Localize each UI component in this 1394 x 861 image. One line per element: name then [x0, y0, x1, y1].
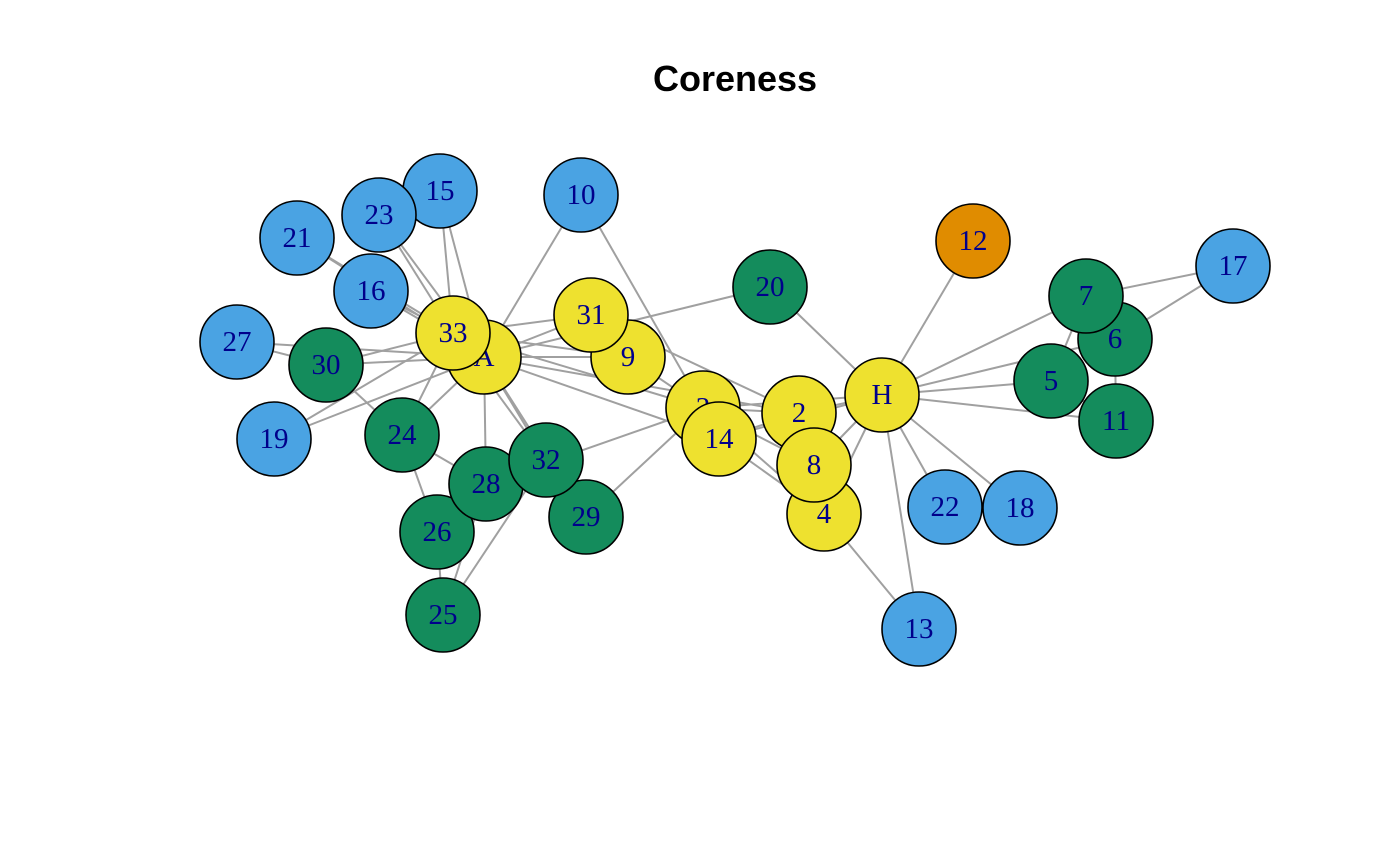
- node-circle-H: [844, 357, 920, 433]
- edge-H-11: [881, 394, 1117, 422]
- node-H: H: [844, 357, 920, 433]
- node-label-28: 28: [472, 468, 501, 500]
- node-29: 29: [548, 479, 624, 555]
- node-15: 15: [402, 153, 478, 229]
- node-28: 28: [448, 446, 524, 522]
- node-label-4: 4: [817, 498, 832, 530]
- node-19: 19: [236, 401, 312, 477]
- node-label-16: 16: [357, 275, 386, 307]
- node-circle-10: [543, 157, 619, 233]
- node-label-20: 20: [756, 271, 785, 303]
- node-circle-11: [1078, 383, 1154, 459]
- node-circle-31: [553, 277, 629, 353]
- node-label-33: 33: [439, 317, 468, 349]
- node-25: 25: [405, 577, 481, 653]
- node-circle-13: [881, 591, 957, 667]
- edge-3-10: [580, 194, 704, 409]
- node-26: 26: [399, 494, 475, 570]
- node-label-11: 11: [1102, 405, 1130, 437]
- node-label-19: 19: [260, 423, 289, 455]
- node-5: 5: [1013, 343, 1089, 419]
- node-label-13: 13: [905, 613, 934, 645]
- node-label-24: 24: [388, 419, 418, 451]
- node-circle-32: [508, 422, 584, 498]
- node-label-26: 26: [423, 516, 452, 548]
- node-27: 27: [199, 304, 275, 380]
- edge-H-6: [881, 338, 1116, 396]
- node-30: 30: [288, 327, 364, 403]
- node-13: 13: [881, 591, 957, 667]
- node-label-2: 2: [792, 397, 807, 429]
- node-label-14: 14: [705, 423, 735, 455]
- node-20: 20: [732, 249, 808, 325]
- node-circle-21: [259, 200, 335, 276]
- node-8: 8: [776, 427, 852, 503]
- node-label-12: 12: [959, 225, 988, 257]
- node-label-27: 27: [223, 326, 252, 358]
- node-label-29: 29: [572, 501, 601, 533]
- node-circle-33: [415, 295, 491, 371]
- node-circle-16: [333, 253, 409, 329]
- node-24: 24: [364, 397, 440, 473]
- node-label-5: 5: [1044, 365, 1059, 397]
- node-circle-26: [399, 494, 475, 570]
- nodes-layer: A234567891011121314151617181920212223242…: [199, 153, 1271, 667]
- node-label-32: 32: [532, 444, 561, 476]
- node-11: 11: [1078, 383, 1154, 459]
- node-label-22: 22: [931, 491, 960, 523]
- node-label-7: 7: [1079, 280, 1094, 312]
- node-7: 7: [1048, 258, 1124, 334]
- node-circle-25: [405, 577, 481, 653]
- node-circle-5: [1013, 343, 1089, 419]
- node-14: 14: [681, 401, 757, 477]
- node-label-30: 30: [312, 349, 341, 381]
- node-label-18: 18: [1006, 492, 1035, 524]
- node-circle-24: [364, 397, 440, 473]
- node-label-10: 10: [567, 179, 596, 211]
- node-label-8: 8: [807, 449, 822, 481]
- node-label-25: 25: [429, 599, 458, 631]
- node-32: 32: [508, 422, 584, 498]
- node-22: 22: [907, 469, 983, 545]
- node-circle-22: [907, 469, 983, 545]
- node-circle-27: [199, 304, 275, 380]
- node-label-15: 15: [426, 175, 455, 207]
- node-circle-8: [776, 427, 852, 503]
- node-circle-19: [236, 401, 312, 477]
- node-label-17: 17: [1219, 250, 1248, 282]
- node-circle-7: [1048, 258, 1124, 334]
- node-label-23: 23: [365, 199, 394, 231]
- node-12: 12: [935, 203, 1011, 279]
- node-10: 10: [543, 157, 619, 233]
- node-label-6: 6: [1108, 323, 1123, 355]
- node-circle-30: [288, 327, 364, 403]
- node-31: 31: [553, 277, 629, 353]
- node-label-9: 9: [621, 341, 636, 373]
- node-circle-14: [681, 401, 757, 477]
- node-label-21: 21: [283, 222, 312, 254]
- node-circle-29: [548, 479, 624, 555]
- node-label-H: H: [872, 379, 893, 411]
- node-17: 17: [1195, 228, 1271, 304]
- node-23: 23: [341, 177, 417, 253]
- node-33: 33: [415, 295, 491, 371]
- node-circle-23: [341, 177, 417, 253]
- node-circle-20: [732, 249, 808, 325]
- node-21: 21: [259, 200, 335, 276]
- edge-H-13: [881, 394, 920, 630]
- node-label-31: 31: [577, 299, 606, 331]
- node-circle-17: [1195, 228, 1271, 304]
- node-18: 18: [982, 470, 1058, 546]
- node-circle-12: [935, 203, 1011, 279]
- node-16: 16: [333, 253, 409, 329]
- plot-title: Coreness: [652, 58, 818, 99]
- node-circle-18: [982, 470, 1058, 546]
